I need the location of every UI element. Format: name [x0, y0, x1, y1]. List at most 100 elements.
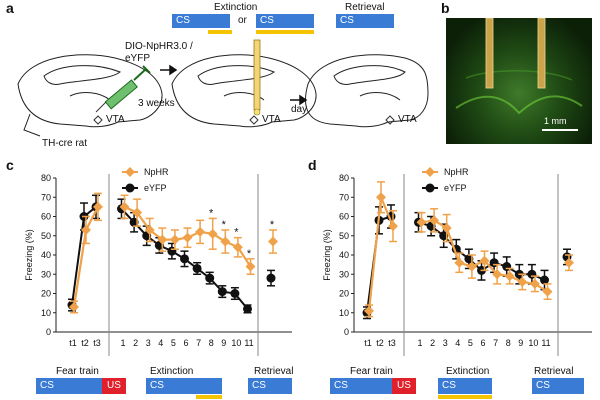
chart-c: 0 10 20 30 40 50 60 70 80 Freezing (%) t1 t2 t3 1 2 3 4 5…: [24, 167, 292, 356]
extinction-tick-label: 11: [244, 338, 253, 348]
vta-label-2: VTA: [262, 114, 281, 125]
data-point-eyfp: [540, 275, 549, 285]
d-fear-us-box: US: [392, 378, 416, 394]
d-retrieval-label: Retrieval: [534, 366, 574, 377]
c-fear-us-box: US: [102, 378, 126, 394]
d-extinction-label: Extinction: [446, 366, 490, 377]
vta-label-3: VTA: [398, 114, 417, 125]
data-point-eyfp: [217, 287, 227, 297]
brain-outline-1: [17, 54, 163, 137]
histology-image: 1 mm: [446, 18, 592, 144]
c-extinction-light-bar: [196, 395, 222, 399]
extinction-tick-label: 6: [183, 338, 188, 348]
extinction-tick-label: 6: [480, 338, 485, 348]
data-point-nphr: [232, 242, 243, 253]
virus-label-line1: DIO-NpHR3.0 /: [125, 41, 193, 52]
legend-label-nphr: NpHR: [444, 167, 469, 177]
scale-bar-label: 1 mm: [544, 116, 567, 126]
significance-star: *: [234, 227, 239, 239]
data-point-eyfp: [230, 289, 240, 298]
y-tick-label: 30: [339, 269, 349, 279]
legend-label-eyfp: eYFP: [444, 183, 467, 193]
data-point-nphr: [182, 232, 193, 243]
y-tick-label: 40: [41, 250, 51, 260]
data-point-nphr: [492, 269, 503, 280]
extinction-cs-box-2: CS: [256, 14, 314, 28]
y-tick-label: 10: [339, 308, 349, 318]
data-point-nphr: [479, 255, 490, 266]
data-point-nphr: [517, 276, 528, 287]
data-point-nphr: [376, 192, 386, 203]
y-tick-label: 0: [46, 327, 51, 337]
panel-b-letter: b: [441, 0, 450, 16]
y-tick-label: 60: [339, 212, 349, 222]
y-tick-label: 0: [344, 327, 349, 337]
y-axis-label: Freezing (%): [24, 229, 34, 281]
legend-label-eyfp: eYFP: [144, 183, 167, 193]
data-point-nphr: [504, 271, 515, 282]
extinction-tick-label: 9: [221, 338, 226, 348]
data-point-eyfp: [266, 273, 276, 283]
extinction-tick-label: 5: [468, 338, 473, 348]
extinction-light-bar-2: [256, 30, 314, 34]
extinction-tick-label: 5: [171, 338, 176, 348]
extinction-tick-label: 1: [120, 338, 125, 348]
extinction-tick-label: 8: [506, 338, 511, 348]
histology-detail: [455, 18, 583, 131]
retrieval-title: Retrieval: [345, 2, 385, 13]
optic-fiber-icon: [253, 39, 261, 116]
data-point-nphr: [268, 236, 278, 247]
data-point-eyfp: [192, 263, 202, 273]
y-tick-label: 10: [41, 308, 51, 318]
fear-tick-label: t3: [93, 338, 101, 348]
extinction-tick-label: 11: [541, 338, 550, 348]
legend-marker-eyfp: [125, 183, 135, 193]
legend-marker-nphr: [425, 167, 435, 177]
data-point-eyfp: [243, 304, 252, 314]
data-point-nphr: [119, 201, 130, 212]
extinction-tick-label: 8: [209, 338, 214, 348]
extinction-tick-label: 10: [231, 338, 241, 348]
legend-marker-nphr: [125, 167, 135, 177]
data-point-nphr: [81, 224, 91, 235]
data-point-nphr: [157, 234, 168, 245]
panel-c-letter: c: [6, 157, 14, 173]
extinction-tick-label: 10: [528, 338, 538, 348]
significance-star: *: [222, 219, 227, 231]
data-point-nphr: [207, 228, 218, 239]
data-point-nphr: [416, 217, 427, 228]
y-tick-label: 80: [339, 173, 349, 183]
data-point-nphr: [388, 221, 398, 232]
significance-star: *: [270, 219, 275, 231]
d-extinction-light-bar: [438, 395, 492, 399]
day-label: day: [291, 104, 308, 115]
d-retrieval-cs-box: CS: [532, 378, 584, 394]
legend-marker-eyfp: [425, 183, 435, 193]
data-point-nphr: [132, 207, 143, 218]
extinction-tick-label: 4: [158, 338, 163, 348]
extinction-tick-label: 3: [146, 338, 151, 348]
data-point-nphr: [466, 261, 477, 272]
fear-tick-label: t1: [69, 338, 77, 348]
data-point-nphr: [195, 226, 206, 237]
data-point-eyfp: [205, 273, 215, 283]
virus-label-line2: eYFP: [125, 53, 151, 64]
d-fear-cs-box: CS: [330, 378, 392, 394]
fear-tick-label: t2: [81, 338, 89, 348]
extinction-title: Extinction: [214, 2, 258, 13]
arrow-icon: [160, 64, 308, 106]
data-point-nphr: [429, 215, 440, 226]
y-tick-label: 30: [41, 269, 51, 279]
or-label: or: [238, 15, 247, 26]
y-tick-label: 70: [41, 192, 51, 202]
data-point-nphr: [220, 236, 231, 247]
d-extinction-cs-box: CS: [438, 378, 492, 394]
c-retrieval-label: Retrieval: [254, 366, 294, 377]
data-point-nphr: [364, 305, 374, 316]
vta-marker: [93, 115, 395, 125]
fear-tick-label: t3: [388, 338, 396, 348]
vta-label-1: VTA: [106, 114, 125, 125]
data-point-nphr: [529, 278, 540, 289]
fear-tick-label: t1: [364, 338, 372, 348]
c-retrieval-cs-box: CS: [248, 378, 292, 394]
